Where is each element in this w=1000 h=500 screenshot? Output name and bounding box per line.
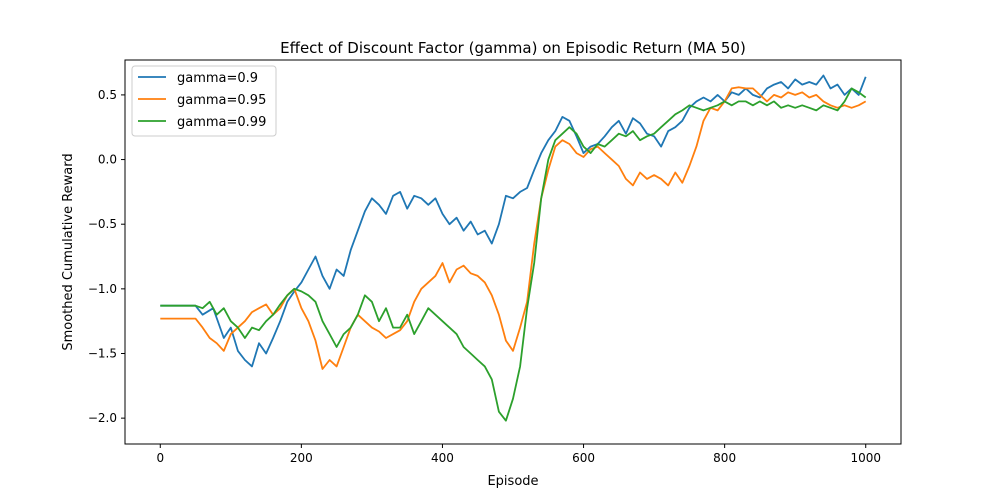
legend-label-2: gamma=0.95 (177, 93, 266, 108)
legend-label-1: gamma=0.9 (177, 71, 258, 86)
x-tick-label: 0 (156, 451, 164, 465)
y-axis-label: Smoothed Cumulative Reward (61, 153, 76, 350)
y-axis-ticks: −2.0 −1.5 −1.0 −0.5 0.0 0.5 (88, 88, 125, 425)
chart-title: Effect of Discount Factor (gamma) on Epi… (280, 39, 746, 57)
series-line-3 (160, 87, 867, 422)
x-tick-label: 800 (713, 451, 736, 465)
y-tick-label: 0.0 (98, 153, 117, 167)
legend-box (131, 65, 277, 137)
x-axis-ticks: 0 200 400 600 800 1000 (156, 444, 881, 465)
series-line-2 (160, 86, 867, 370)
legend-label-3: gamma=0.99 (177, 115, 266, 130)
y-tick-label: −1.0 (88, 282, 117, 296)
legend: gamma=0.9 gamma=0.95 gamma=0.99 (131, 65, 277, 137)
series-line-1 (160, 74, 867, 368)
y-tick-label: −0.5 (88, 217, 117, 231)
y-tick-label: −2.0 (88, 411, 117, 425)
x-tick-label: 200 (290, 451, 313, 465)
x-tick-label: 1000 (850, 451, 881, 465)
x-tick-label: 400 (431, 451, 454, 465)
x-tick-label: 600 (572, 451, 595, 465)
x-axis-label: Episode (487, 474, 538, 489)
y-tick-label: −1.5 (88, 346, 117, 360)
legend-items: gamma=0.9 gamma=0.95 gamma=0.99 (138, 71, 266, 130)
y-tick-label: 0.5 (98, 88, 117, 102)
series-layer (160, 74, 867, 422)
